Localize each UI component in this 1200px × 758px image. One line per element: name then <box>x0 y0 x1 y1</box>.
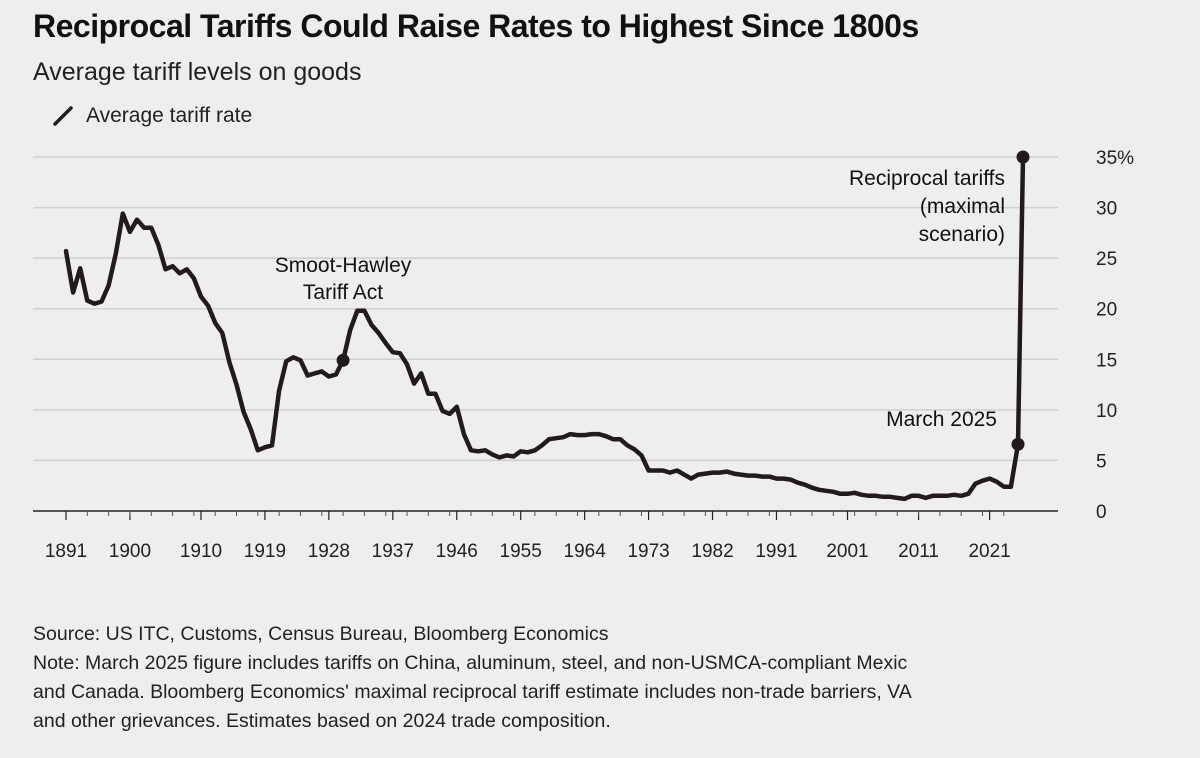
x-tick-label: 1928 <box>308 541 350 562</box>
legend: Average tariff rate <box>52 104 252 128</box>
legend-line-icon <box>53 106 73 126</box>
marker-dot <box>336 353 350 367</box>
note-line-1: Note: March 2025 figure includes tariffs… <box>33 652 908 674</box>
y-axis-ticks: 0 5 10 15 20 25 30 35% <box>1096 148 1134 523</box>
x-tick-label: 2011 <box>898 541 939 562</box>
x-tick-label: 1955 <box>500 541 542 562</box>
chart-footer: Source: US ITC, Customs, Census Bureau, … <box>33 620 1200 736</box>
y-tick-label: 25 <box>1096 249 1117 270</box>
markers <box>336 150 1030 451</box>
y-tick-label: 20 <box>1096 300 1117 321</box>
chart-subtitle: Average tariff levels on goods <box>33 58 362 86</box>
x-tick-label: 1891 <box>45 541 87 562</box>
y-tick-label: 0 <box>1096 502 1107 523</box>
annotation-smoot-hawley-line1: Smoot-Hawley <box>275 254 412 277</box>
annotation-reciprocal-line3: scenario) <box>919 223 1005 246</box>
y-tick-label: 30 <box>1096 199 1117 220</box>
y-tick-label: 5 <box>1096 451 1107 472</box>
x-tick-label: 1937 <box>372 541 414 562</box>
annotation-smoot-hawley-line2: Tariff Act <box>303 281 383 304</box>
x-tick-label: 1982 <box>691 541 733 562</box>
tariff-rate-line <box>63 154 1026 502</box>
x-tick-label: 1919 <box>244 541 286 562</box>
gridlines <box>33 156 1058 462</box>
annotation-reciprocal-line2: (maximal <box>920 195 1005 218</box>
annotation-march-2025: March 2025 <box>886 408 997 431</box>
marker-dot <box>1011 437 1025 451</box>
x-tick-label: 2021 <box>968 541 1010 562</box>
annotation-reciprocal-line1: Reciprocal tariffs <box>849 167 1005 190</box>
x-tick-label: 1973 <box>627 541 669 562</box>
x-tick-label: 1991 <box>755 541 797 562</box>
y-tick-label: 15 <box>1096 350 1117 371</box>
source-note: Source: US ITC, Customs, Census Bureau, … <box>33 623 609 645</box>
note-line-3: and other grievances. Estimates based on… <box>33 710 611 732</box>
note-line-2: and Canada. Bloomberg Economics' maximal… <box>33 681 912 703</box>
y-tick-label: 35% <box>1096 148 1134 169</box>
marker-dot <box>1016 150 1030 164</box>
x-tick-label: 1900 <box>109 541 151 562</box>
chart-title: Reciprocal Tariffs Could Raise Rates to … <box>33 8 919 44</box>
legend-label: Average tariff rate <box>86 104 253 127</box>
x-tick-label: 1946 <box>436 541 478 562</box>
y-tick-label: 10 <box>1096 401 1117 422</box>
x-axis-ticks: 1891 1900 1910 1919 1928 1937 1946 1955 1964 1973… <box>45 511 1011 562</box>
x-tick-label: 1964 <box>564 541 607 562</box>
x-tick-label: 1910 <box>180 541 222 562</box>
x-tick-label: 2001 <box>826 541 868 562</box>
